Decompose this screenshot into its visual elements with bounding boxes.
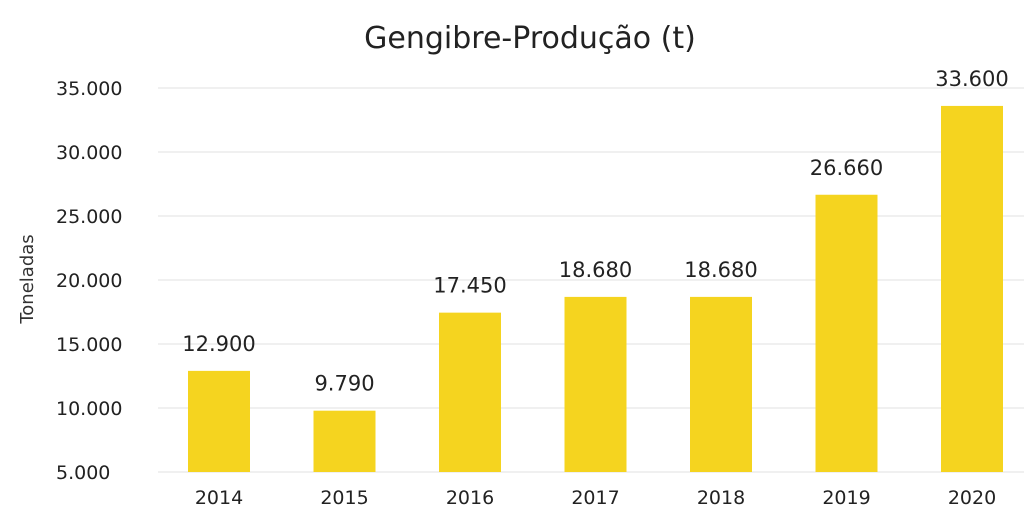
data-label: 26.660 [810,156,883,180]
x-tick-label: 2015 [320,487,368,509]
bar-2020 [941,105,1003,473]
bar-2017 [564,296,627,472]
y-tick-label: 15.000 [56,334,122,356]
y-axis-label: Toneladas [17,234,38,324]
data-label: 18.680 [684,258,757,282]
y-tick-label: 35.000 [56,78,122,100]
data-label: 9.790 [314,372,374,396]
x-tick-label: 2018 [697,487,745,509]
chart-title: Gengibre-Produção (t) [364,21,696,56]
data-label: 18.680 [559,258,632,282]
x-tick-label: 2020 [948,487,996,509]
y-tick-label: 25.000 [56,206,122,228]
bar-2018 [690,296,752,472]
data-label: 33.600 [935,67,1008,91]
y-axis-ticks: 5.000 10.000 15.000 20.000 25.000 30.000 35.00… [56,78,122,484]
y-tick-label: 10.000 [56,398,122,420]
x-tick-label: 2017 [571,487,619,509]
y-tick-label: 20.000 [56,270,122,292]
bar-2015 [313,410,376,472]
x-tick-label: 2019 [822,487,870,509]
x-tick-label: 2016 [446,487,494,509]
bar-2019 [815,194,878,472]
data-label: 17.450 [433,274,506,298]
y-tick-label: 30.000 [56,142,122,164]
data-labels: 12.900 9.790 17.450 18.680 18.680 26.660 33.60… [182,67,1008,396]
bar-2016 [439,312,501,472]
x-tick-label: 2014 [195,487,243,509]
x-axis-ticks: 2014 2015 2016 2017 2018 2019 2020 [195,487,996,509]
bars [188,105,1003,473]
y-tick-label: 5.000 [56,462,110,484]
data-label: 12.900 [182,332,255,356]
bar-2014 [188,370,250,472]
